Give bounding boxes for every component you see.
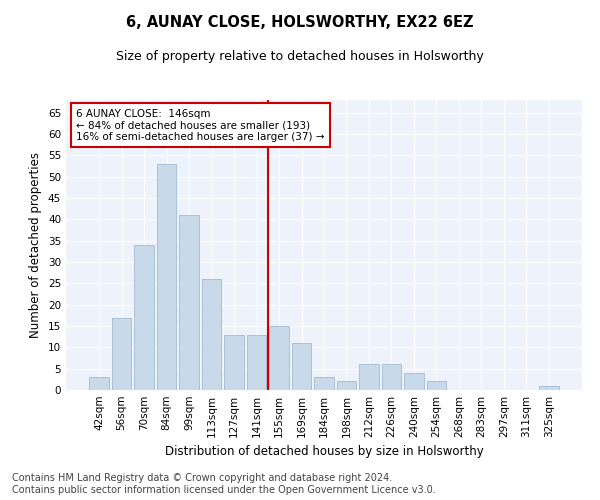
Bar: [427, 382, 446, 390]
Bar: [112, 318, 131, 390]
Text: 6, AUNAY CLOSE, HOLSWORTHY, EX22 6EZ: 6, AUNAY CLOSE, HOLSWORTHY, EX22 6EZ: [126, 15, 474, 30]
Bar: [179, 215, 199, 390]
Bar: [359, 364, 379, 390]
Bar: [89, 377, 109, 390]
Bar: [247, 334, 266, 390]
Text: Size of property relative to detached houses in Holsworthy: Size of property relative to detached ho…: [116, 50, 484, 63]
Bar: [292, 343, 311, 390]
Bar: [202, 279, 221, 390]
Bar: [157, 164, 176, 390]
X-axis label: Distribution of detached houses by size in Holsworthy: Distribution of detached houses by size …: [164, 446, 484, 458]
Bar: [404, 373, 424, 390]
Bar: [539, 386, 559, 390]
Bar: [314, 377, 334, 390]
Y-axis label: Number of detached properties: Number of detached properties: [29, 152, 43, 338]
Bar: [337, 382, 356, 390]
Bar: [382, 364, 401, 390]
Text: 6 AUNAY CLOSE:  146sqm
← 84% of detached houses are smaller (193)
16% of semi-de: 6 AUNAY CLOSE: 146sqm ← 84% of detached …: [76, 108, 325, 142]
Bar: [269, 326, 289, 390]
Bar: [134, 245, 154, 390]
Bar: [224, 334, 244, 390]
Text: Contains HM Land Registry data © Crown copyright and database right 2024.
Contai: Contains HM Land Registry data © Crown c…: [12, 474, 436, 495]
